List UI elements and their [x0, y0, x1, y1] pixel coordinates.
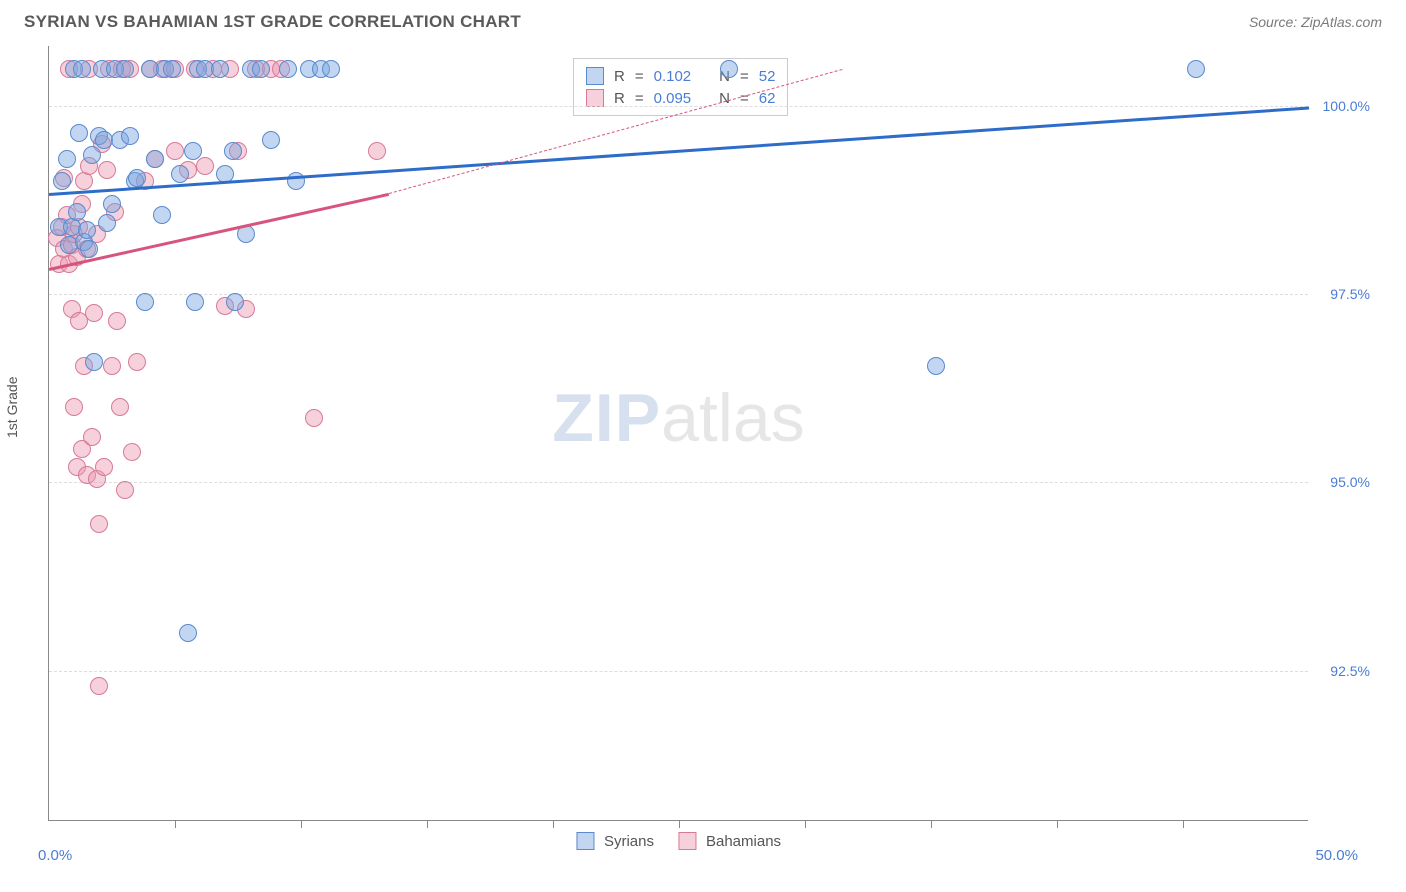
r-label: R	[614, 90, 625, 107]
eq: =	[740, 90, 749, 107]
scatter-point	[95, 458, 113, 476]
scatter-point	[73, 60, 91, 78]
scatter-point	[78, 221, 96, 239]
scatter-point	[186, 293, 204, 311]
scatter-point	[70, 124, 88, 142]
x-tick	[1183, 820, 1184, 828]
scatter-point	[252, 60, 270, 78]
x-tick	[931, 820, 932, 828]
legend-item-bahamians: Bahamians	[678, 830, 781, 852]
scatter-point	[927, 357, 945, 375]
legend-label-bahamians: Bahamians	[706, 833, 781, 850]
scatter-point	[171, 165, 189, 183]
watermark-zip: ZIP	[552, 380, 661, 456]
x-tick	[175, 820, 176, 828]
stats-legend: R = 0.102 N = 52 R = 0.095 N = 62	[573, 58, 788, 116]
legend-label-syrians: Syrians	[604, 833, 654, 850]
series-legend: Syrians Bahamians	[576, 830, 781, 852]
scatter-point	[58, 150, 76, 168]
x-axis-min-label: 0.0%	[38, 847, 72, 864]
chart-title: SYRIAN VS BAHAMIAN 1ST GRADE CORRELATION…	[24, 12, 521, 32]
watermark-atlas: atlas	[661, 380, 805, 456]
y-tick-label: 97.5%	[1330, 286, 1370, 302]
scatter-point	[90, 677, 108, 695]
scatter-point	[128, 353, 146, 371]
eq: =	[740, 68, 749, 85]
scatter-point	[136, 293, 154, 311]
scatter-point	[111, 398, 129, 416]
scatter-point	[262, 131, 280, 149]
r-value-blue: 0.102	[654, 68, 692, 85]
scatter-point	[85, 304, 103, 322]
scatter-point	[211, 60, 229, 78]
scatter-point	[83, 146, 101, 164]
scatter-point	[153, 206, 171, 224]
x-tick	[805, 820, 806, 828]
scatter-point	[116, 60, 134, 78]
scatter-point	[720, 60, 738, 78]
legend-swatch-pink	[586, 89, 604, 107]
scatter-point	[103, 195, 121, 213]
scatter-point	[98, 161, 116, 179]
eq: =	[635, 68, 644, 85]
x-tick	[301, 820, 302, 828]
scatter-point	[196, 157, 214, 175]
scatter-point	[108, 312, 126, 330]
scatter-point	[224, 142, 242, 160]
x-tick	[679, 820, 680, 828]
legend-item-syrians: Syrians	[576, 830, 654, 852]
stats-row-syrians: R = 0.102 N = 52	[586, 65, 775, 87]
scatter-point	[123, 443, 141, 461]
y-tick-label: 100.0%	[1323, 98, 1370, 114]
gridline	[49, 671, 1308, 672]
x-axis-max-label: 50.0%	[1315, 847, 1358, 864]
scatter-point	[121, 127, 139, 145]
y-tick-label: 95.0%	[1330, 474, 1370, 490]
eq: =	[635, 90, 644, 107]
chart-plot-area: ZIPatlas R = 0.102 N = 52 R = 0.095 N = …	[48, 46, 1308, 821]
scatter-point	[90, 515, 108, 533]
gridline	[49, 482, 1308, 483]
source-label: Source: ZipAtlas.com	[1249, 14, 1382, 30]
scatter-point	[128, 169, 146, 187]
scatter-point	[68, 203, 86, 221]
scatter-point	[146, 150, 164, 168]
scatter-point	[226, 293, 244, 311]
n-value-blue: 52	[759, 68, 776, 85]
r-label: R	[614, 68, 625, 85]
scatter-point	[83, 428, 101, 446]
scatter-point	[103, 357, 121, 375]
scatter-point	[279, 60, 297, 78]
scatter-point	[322, 60, 340, 78]
scatter-point	[98, 214, 116, 232]
legend-swatch-blue	[586, 67, 604, 85]
scatter-point	[163, 60, 181, 78]
scatter-point	[116, 481, 134, 499]
scatter-point	[80, 240, 98, 258]
x-tick	[553, 820, 554, 828]
scatter-point	[1187, 60, 1205, 78]
scatter-point	[65, 398, 83, 416]
y-tick-label: 92.5%	[1330, 663, 1370, 679]
x-tick	[427, 820, 428, 828]
scatter-point	[166, 142, 184, 160]
scatter-point	[85, 353, 103, 371]
scatter-point	[184, 142, 202, 160]
r-value-pink: 0.095	[654, 90, 692, 107]
scatter-point	[179, 624, 197, 642]
watermark: ZIPatlas	[552, 379, 804, 457]
gridline	[49, 106, 1308, 107]
scatter-point	[368, 142, 386, 160]
scatter-point	[305, 409, 323, 427]
scatter-point	[53, 172, 71, 190]
legend-swatch-blue	[576, 832, 594, 850]
y-axis-label: 1st Grade	[4, 377, 20, 438]
n-label: N	[719, 90, 730, 107]
legend-swatch-pink	[678, 832, 696, 850]
x-tick	[1057, 820, 1058, 828]
